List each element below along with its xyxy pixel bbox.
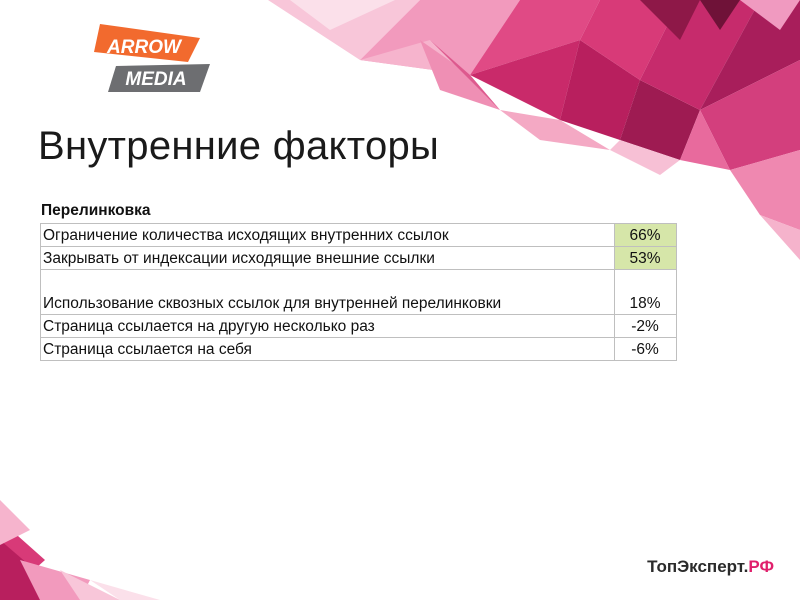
arrow-media-logo: ARROW MEDIA bbox=[88, 22, 212, 98]
value-cell: 66% bbox=[614, 223, 677, 247]
logo-mark: ARROW MEDIA bbox=[94, 24, 210, 92]
factor-cell: Использование сквозных ссылок для внутре… bbox=[40, 269, 615, 315]
factors-table-section: Перелинковка Ограничение количества исхо… bbox=[40, 199, 677, 361]
logo-text-media: MEDIA bbox=[125, 69, 186, 90]
value-cell: -2% bbox=[614, 314, 677, 338]
table-row: Страница ссылается на другую несколько р… bbox=[40, 314, 677, 338]
factor-cell: Страница ссылается на себя bbox=[40, 337, 615, 361]
logo-text-arrow: ARROW bbox=[106, 37, 183, 58]
brand-domain: РФ bbox=[748, 557, 774, 576]
value-cell: 18% bbox=[614, 269, 677, 315]
table-row: Ограничение количества исходящих внутрен… bbox=[40, 223, 677, 247]
footer-brand: ТопЭксперт.РФ bbox=[647, 557, 774, 577]
factor-cell: Закрывать от индексации исходящие внешни… bbox=[40, 246, 615, 270]
factor-cell: Страница ссылается на другую несколько р… bbox=[40, 314, 615, 338]
table-caption: Перелинковка bbox=[41, 202, 151, 219]
table-row: Использование сквозных ссылок для внутре… bbox=[40, 269, 677, 315]
factors-table: Ограничение количества исходящих внутрен… bbox=[40, 223, 677, 361]
value-cell: 53% bbox=[614, 246, 677, 270]
table-row: Закрывать от индексации исходящие внешни… bbox=[40, 246, 677, 270]
brand-name: ТопЭксперт. bbox=[647, 557, 749, 576]
table-row: Страница ссылается на себя -6% bbox=[40, 337, 677, 361]
factor-cell: Ограничение количества исходящих внутрен… bbox=[40, 223, 615, 247]
page-title: Внутренние факторы bbox=[38, 124, 440, 168]
value-cell: -6% bbox=[614, 337, 677, 361]
